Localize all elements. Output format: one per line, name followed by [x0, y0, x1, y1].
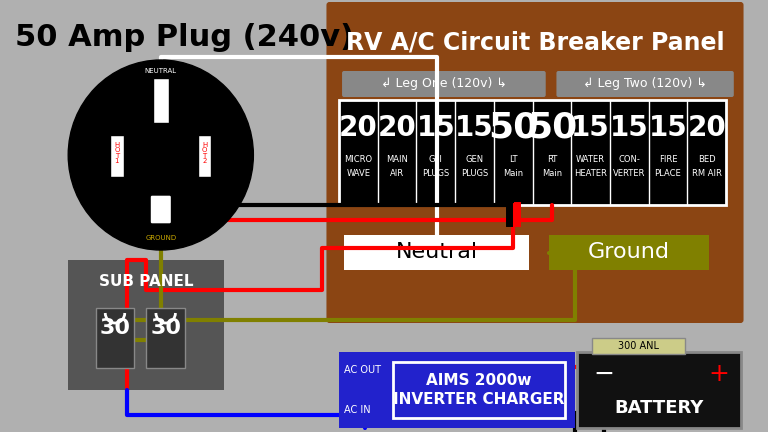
FancyBboxPatch shape [339, 352, 575, 428]
FancyBboxPatch shape [592, 338, 685, 354]
Text: H
O
T
2: H O T 2 [202, 142, 207, 164]
Text: BATTERY: BATTERY [614, 399, 703, 417]
Text: GFI: GFI [429, 156, 443, 165]
FancyBboxPatch shape [150, 195, 171, 224]
Text: 30: 30 [151, 318, 181, 338]
Text: LT: LT [509, 156, 518, 165]
FancyBboxPatch shape [392, 362, 565, 418]
FancyBboxPatch shape [339, 100, 726, 205]
Text: RM AIR: RM AIR [692, 169, 722, 178]
Text: 20: 20 [339, 114, 378, 142]
Text: WAVE: WAVE [346, 169, 370, 178]
FancyBboxPatch shape [68, 260, 224, 390]
Text: 15: 15 [416, 114, 455, 142]
FancyBboxPatch shape [198, 135, 211, 177]
Text: RV A/C Circuit Breaker Panel: RV A/C Circuit Breaker Panel [346, 31, 724, 55]
FancyBboxPatch shape [110, 135, 124, 177]
FancyBboxPatch shape [344, 235, 529, 270]
Text: ↲ Leg Two (120v) ↳: ↲ Leg Two (120v) ↳ [583, 77, 707, 90]
Text: PLUGS: PLUGS [422, 169, 449, 178]
Text: 15: 15 [455, 114, 494, 142]
Text: AC OUT: AC OUT [344, 365, 381, 375]
Text: MICRO: MICRO [344, 156, 372, 165]
Text: H
O
T
1: H O T 1 [114, 142, 120, 164]
Text: 50 Amp Plug (240v): 50 Amp Plug (240v) [15, 23, 354, 53]
Text: HEATER: HEATER [574, 169, 607, 178]
Text: 20: 20 [378, 114, 416, 142]
Text: AC IN: AC IN [344, 405, 371, 415]
FancyBboxPatch shape [557, 71, 733, 97]
Text: PLUGS: PLUGS [461, 169, 488, 178]
Text: VERTER: VERTER [613, 169, 645, 178]
Text: +: + [709, 362, 730, 386]
FancyBboxPatch shape [146, 308, 185, 368]
Text: AIR: AIR [390, 169, 404, 178]
Text: SUB PANEL: SUB PANEL [99, 274, 194, 289]
Text: NEUTRAL: NEUTRAL [144, 68, 177, 74]
Text: RT: RT [547, 156, 557, 165]
Text: −: − [594, 362, 614, 386]
Text: MAIN: MAIN [386, 156, 408, 165]
Text: 15: 15 [571, 114, 610, 142]
Text: GEN: GEN [465, 156, 484, 165]
Text: Ground: Ground [588, 242, 670, 263]
Text: ↲ Leg One (120v) ↳: ↲ Leg One (120v) ↳ [381, 77, 507, 90]
Text: 20: 20 [687, 114, 726, 142]
Text: Neutral: Neutral [396, 242, 478, 263]
Text: 15: 15 [610, 114, 649, 142]
FancyBboxPatch shape [326, 2, 743, 323]
Text: 15: 15 [649, 114, 687, 142]
FancyBboxPatch shape [342, 71, 546, 97]
Text: 300 ANL: 300 ANL [618, 341, 659, 351]
Circle shape [68, 60, 253, 250]
FancyBboxPatch shape [548, 235, 710, 270]
Text: BED: BED [698, 156, 716, 165]
Text: Main: Main [542, 169, 562, 178]
FancyBboxPatch shape [95, 308, 134, 368]
Text: 30: 30 [100, 318, 131, 338]
Text: Main: Main [503, 169, 523, 178]
Text: FIRE: FIRE [659, 156, 677, 165]
Text: GROUND: GROUND [145, 235, 177, 241]
Text: PLACE: PLACE [654, 169, 681, 178]
Text: WATER: WATER [576, 156, 605, 165]
Text: CON-: CON- [618, 156, 641, 165]
Text: 50: 50 [527, 111, 577, 145]
Text: AIMS 2000w
INVERTER CHARGER: AIMS 2000w INVERTER CHARGER [393, 372, 564, 407]
FancyBboxPatch shape [153, 78, 169, 123]
Text: 50: 50 [488, 111, 538, 145]
FancyBboxPatch shape [577, 352, 740, 428]
